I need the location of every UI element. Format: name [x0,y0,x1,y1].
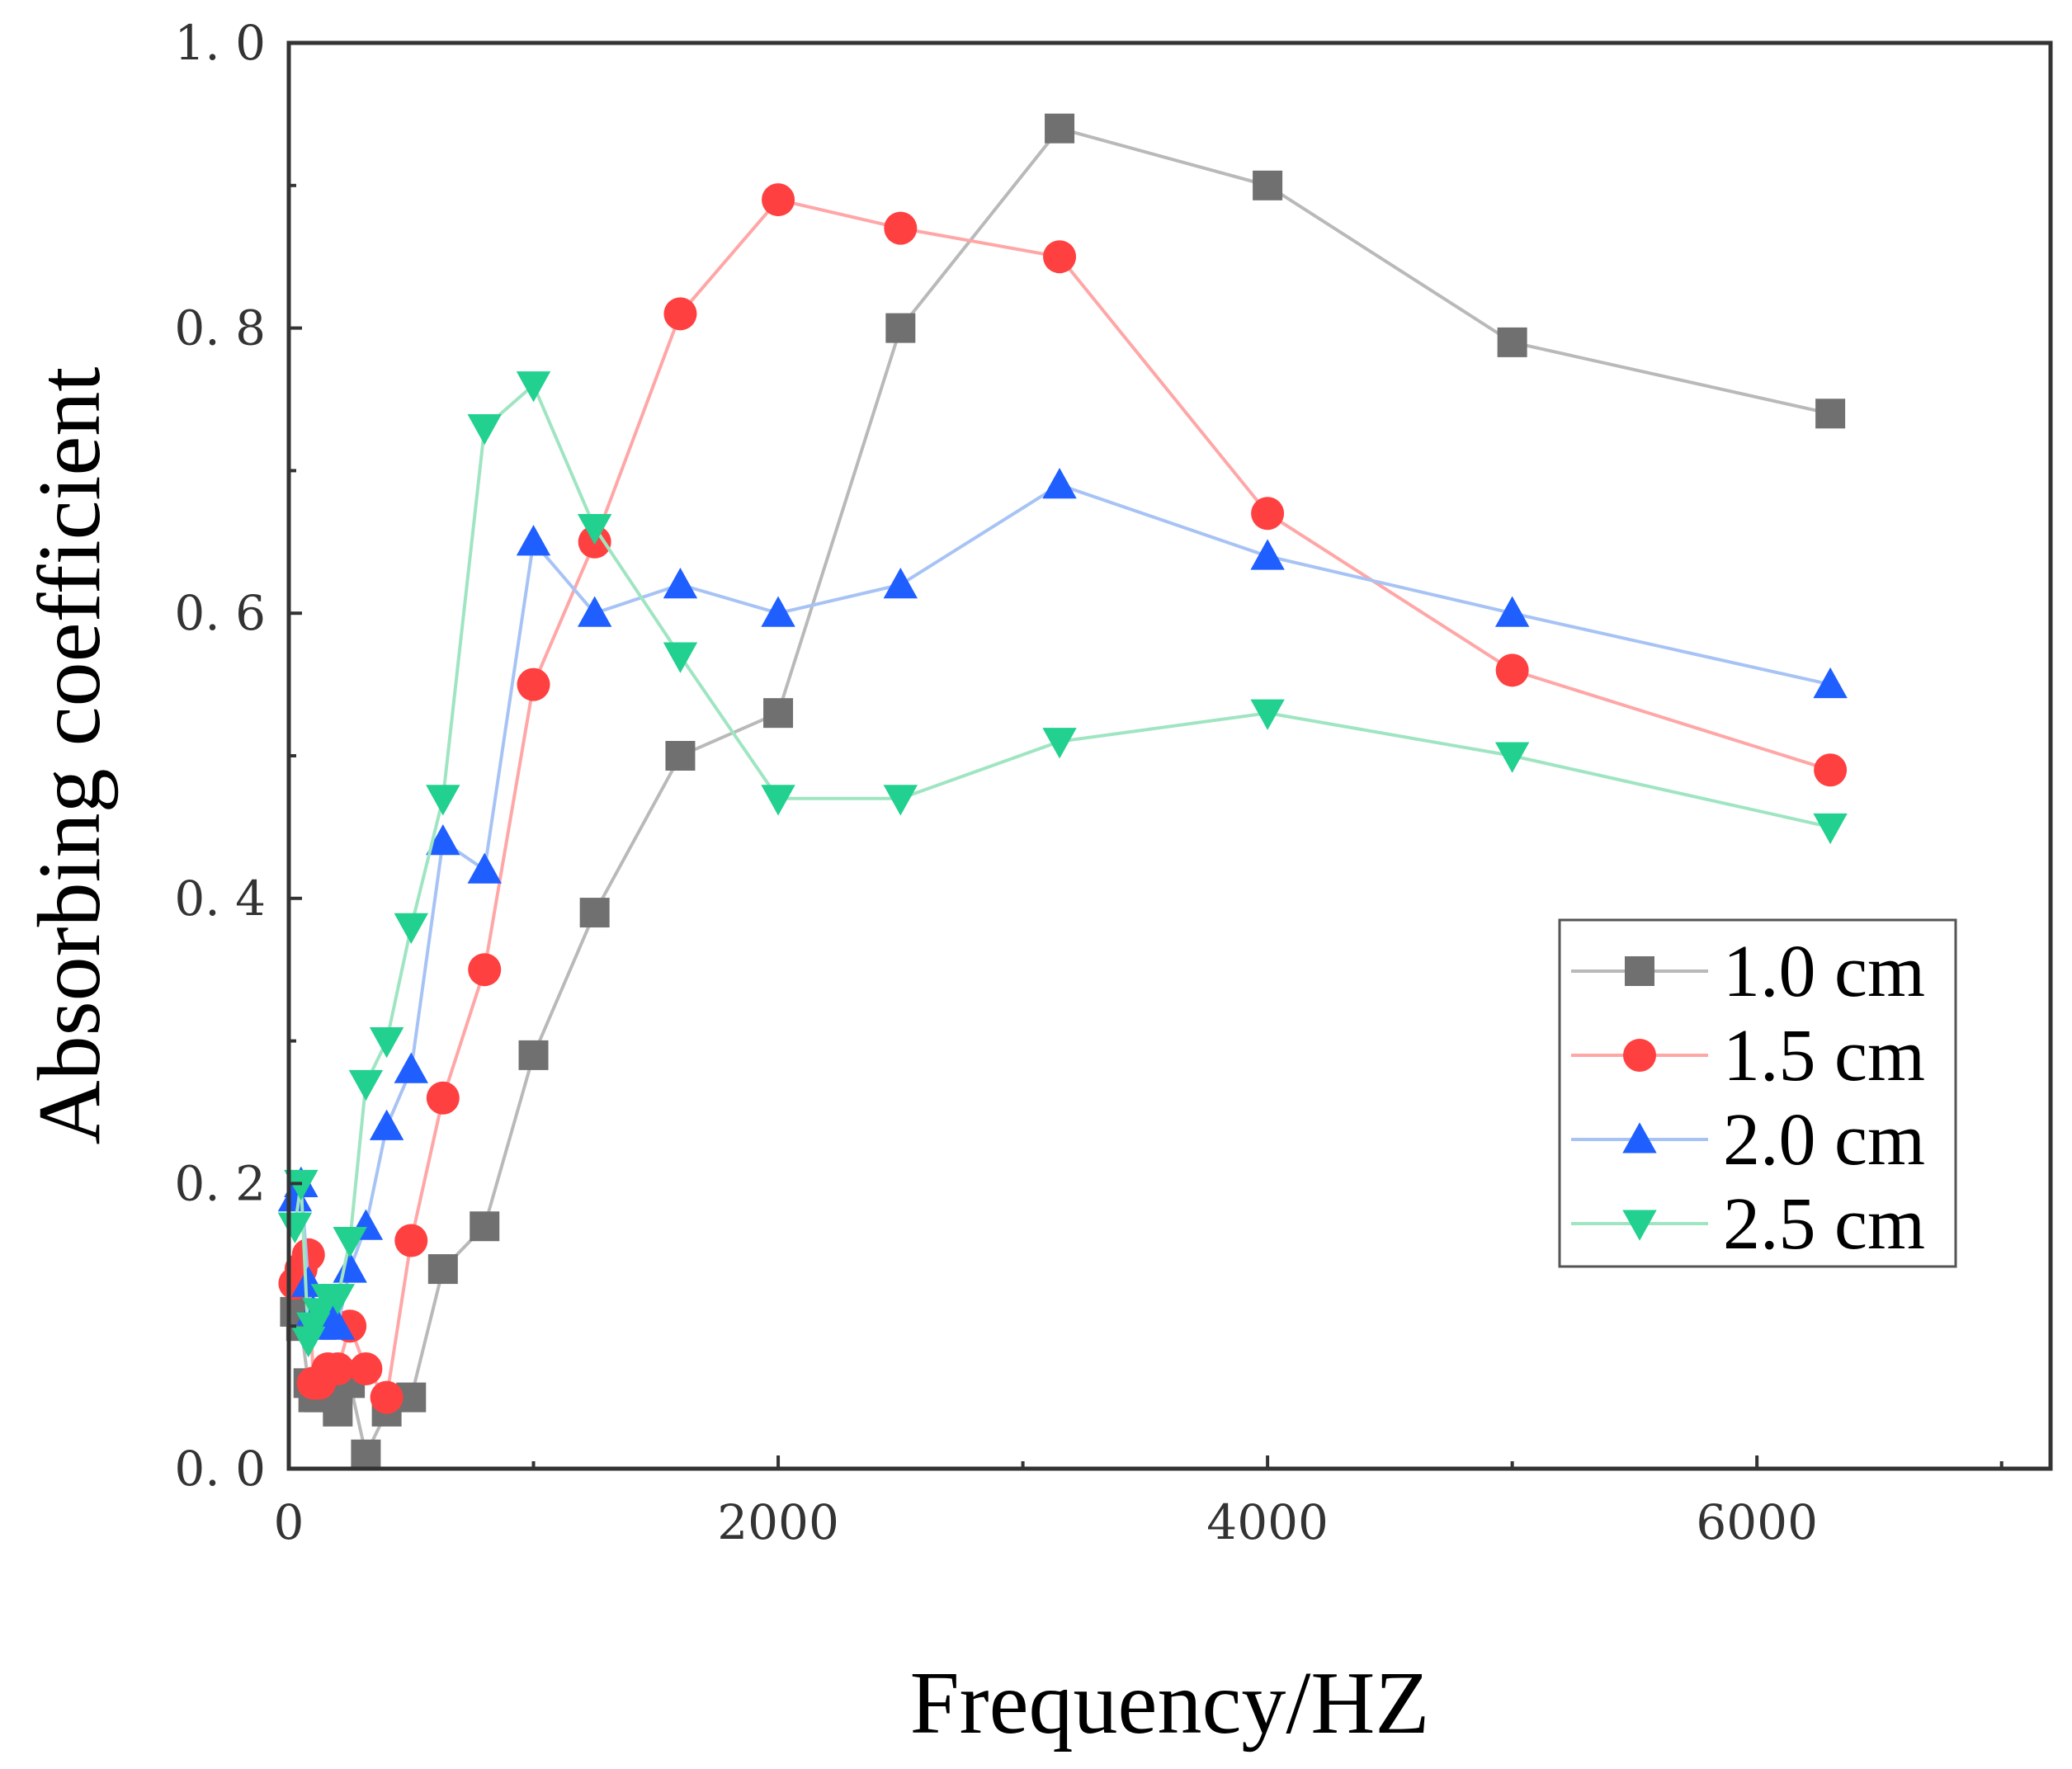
legend-item: 2.5 cm [1571,1183,1925,1265]
data-point [1250,699,1285,730]
data-point [884,211,918,245]
x-tick-label: 2000 [717,1494,839,1550]
data-point [1495,653,1529,687]
data-point [1494,596,1530,627]
legend-item: 1.0 cm [1571,931,1925,1012]
data-point [321,1352,355,1386]
series-4 [277,371,1848,1358]
data-point [761,596,795,627]
data-point [1253,170,1283,200]
data-point [663,297,697,331]
data-point [284,1169,319,1201]
data-point [516,525,551,556]
legend: 1.0 cm1.5 cm2.0 cm2.5 cm [1558,918,1957,1268]
data-point [1045,113,1075,144]
x-tick-label: 4000 [1206,1494,1329,1550]
data-point [426,785,460,816]
series-layer [277,113,1848,1469]
data-point [370,1380,404,1414]
data-point [1042,728,1077,759]
data-point [277,1212,313,1243]
legend-label: 2.0 cm [1723,1099,1925,1181]
data-point [1815,399,1846,429]
data-point [369,1109,404,1140]
data-point [369,1027,404,1059]
y-tick-label: 0. 6 [174,585,266,641]
data-point [663,567,698,599]
data-point [427,1254,458,1285]
data-point [1813,667,1848,699]
legend-marker [1625,956,1654,986]
legend-marker [1622,1122,1657,1153]
data-point [579,898,610,928]
data-point [467,852,502,884]
legend-marker [1622,1210,1657,1241]
y-tick-label: 0. 8 [174,300,266,356]
data-point [1043,240,1077,274]
data-point [577,596,612,627]
data-point [1042,467,1077,499]
data-point [348,1069,384,1101]
data-point [883,785,918,816]
data-point [320,1309,356,1340]
data-point [1494,742,1530,773]
data-point [333,1226,367,1258]
data-point [518,1040,549,1070]
data-point [1497,327,1527,357]
series-2 [278,183,1848,1414]
data-point [468,953,502,987]
data-point [577,513,612,545]
data-point [323,1396,353,1427]
data-point [426,1081,460,1115]
data-point [394,1052,428,1083]
data-point [665,741,696,771]
y-tick-label: 1. 0 [174,15,266,71]
data-point [467,414,502,446]
data-point [885,313,916,343]
y-tick-label: 0. 4 [174,870,266,927]
legend-label: 1.0 cm [1723,931,1925,1012]
data-point [320,1284,356,1315]
x-axis-title: Frequency/HZ [910,1654,1430,1752]
data-point [394,1224,428,1257]
x-tick-label: 0 [274,1494,304,1550]
legend-marker [1623,1039,1656,1072]
data-point [349,1352,383,1386]
data-point [1250,539,1285,570]
data-point [517,668,550,701]
y-tick-label: 0. 2 [174,1155,266,1211]
data-point [763,698,794,729]
data-point [883,567,918,599]
legend-item: 1.5 cm [1571,1015,1925,1097]
data-point [1813,813,1848,845]
data-point [1251,497,1285,531]
data-point [291,1238,325,1271]
y-axis-title: Absorbing coefficient [21,367,119,1145]
legend-label: 1.5 cm [1723,1015,1925,1097]
data-point [426,823,460,856]
legend-item: 2.0 cm [1571,1099,1925,1181]
data-point [351,1439,381,1469]
data-point [394,913,428,945]
y-tick-label: 0. 0 [174,1441,266,1497]
data-point [762,183,795,217]
data-point [1814,753,1848,787]
legend-label: 2.5 cm [1723,1183,1925,1265]
data-point [470,1211,500,1242]
tick-layer: 0. 0 0. 2 0. 4 0. 6 0. 8 1. 0 0 2000 4000 6000 [174,15,2004,1550]
data-point [516,371,551,403]
x-tick-label: 6000 [1696,1494,1818,1550]
data-point [761,785,795,816]
data-point [663,642,698,673]
